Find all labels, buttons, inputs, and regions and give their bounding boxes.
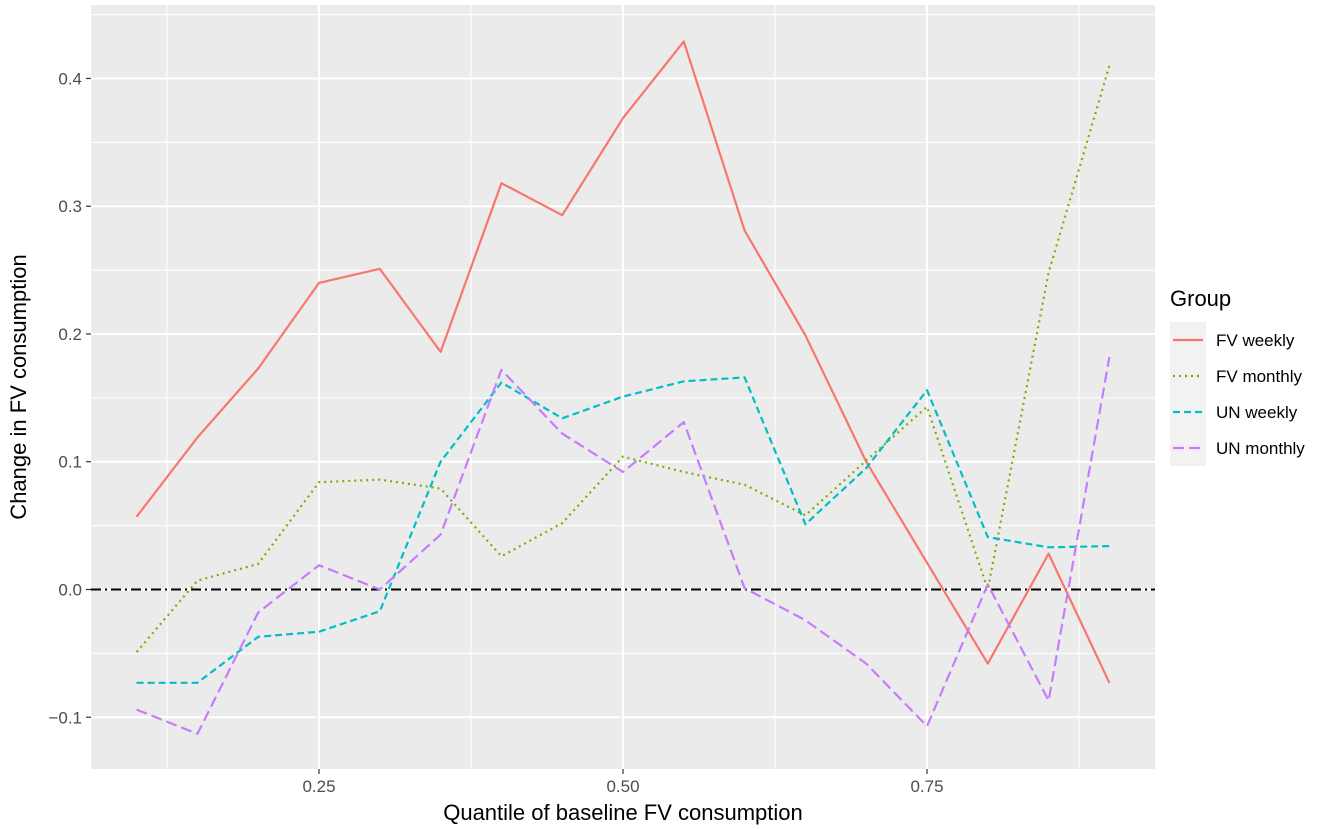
y-tick-label: 0.4 xyxy=(58,69,82,88)
legend: Group FV weekly FV monthly UN weekly UN mon… xyxy=(1170,286,1305,466)
y-axis: −0.1 0.0 0.1 0.2 0.3 0.4 xyxy=(48,69,91,727)
x-tick-label: 0.50 xyxy=(606,777,639,796)
series-line-fv-weekly xyxy=(135,40,1111,684)
legend-title: Group xyxy=(1170,286,1231,311)
legend-label-fv-weekly: FV weekly xyxy=(1216,331,1295,350)
series-line-un-weekly xyxy=(136,376,1110,684)
y-tick-label: 0.2 xyxy=(58,325,82,344)
grid-major xyxy=(91,5,1155,769)
y-tick-label: 0.3 xyxy=(58,197,82,216)
x-axis-title: Quantile of baseline FV consumption xyxy=(443,800,803,825)
legend-label-un-monthly: UN monthly xyxy=(1216,439,1305,458)
y-tick-label: −0.1 xyxy=(48,708,82,727)
x-axis: 0.25 0.50 0.75 xyxy=(302,769,944,796)
series-line-un-monthly xyxy=(136,356,1111,736)
y-axis-title: Change in FV consumption xyxy=(6,254,31,519)
series-layer xyxy=(135,40,1111,736)
y-tick-label: 0.0 xyxy=(58,580,82,599)
x-tick-label: 0.75 xyxy=(910,777,943,796)
y-tick-label: 0.1 xyxy=(58,453,82,472)
series-line-fv-monthly xyxy=(135,65,1111,653)
legend-label-un-weekly: UN weekly xyxy=(1216,403,1298,422)
legend-key-fv-monthly xyxy=(1170,358,1206,394)
x-tick-label: 0.25 xyxy=(302,777,335,796)
legend-label-fv-monthly: FV monthly xyxy=(1216,367,1302,386)
